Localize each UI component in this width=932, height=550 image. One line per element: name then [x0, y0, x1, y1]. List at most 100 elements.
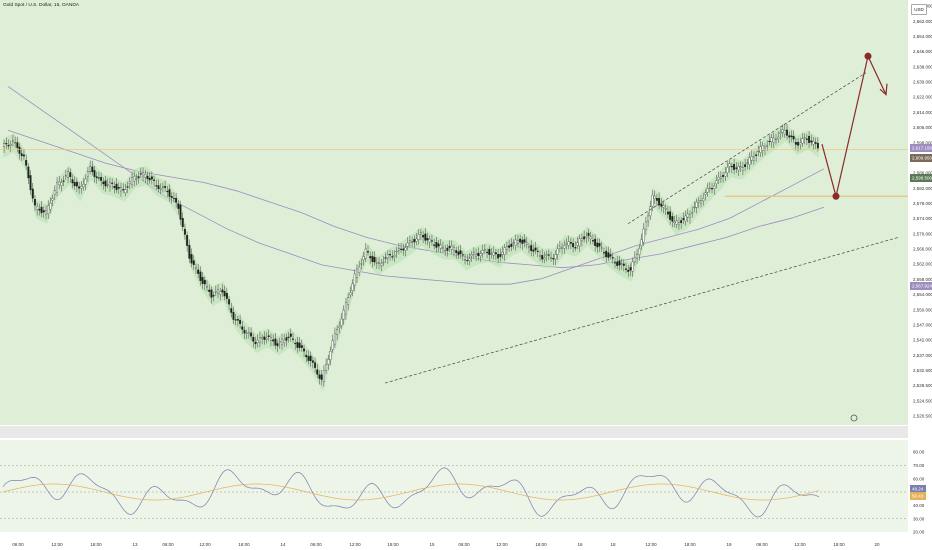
price-axis-label: 2,574.000: [913, 216, 932, 221]
candle-body: [203, 279, 206, 285]
candle-body: [378, 261, 380, 264]
candle-body: [523, 239, 526, 243]
candle-body: [781, 129, 784, 133]
candle-body: [591, 240, 594, 242]
candle-body: [380, 263, 383, 266]
candle-body: [466, 259, 469, 262]
candle-body: [16, 142, 19, 148]
candle-body: [395, 250, 398, 253]
currency-badge[interactable]: USD: [911, 4, 927, 15]
candle-body: [25, 160, 28, 166]
projection-arrow-path: [821, 54, 887, 197]
candle-body: [761, 145, 764, 151]
candle-body: [309, 355, 312, 362]
candle-body: [11, 140, 14, 142]
candle-body: [499, 254, 502, 257]
candle-body: [56, 182, 58, 193]
candle-body: [519, 238, 522, 243]
candle-body: [545, 254, 548, 256]
candle-body: [250, 332, 253, 337]
candle-body: [697, 200, 700, 203]
candle-body: [164, 186, 167, 188]
candle-body: [139, 173, 142, 175]
candle-body: [298, 342, 301, 348]
candle-body: [517, 240, 519, 244]
candle-body: [69, 172, 72, 178]
candle-body: [636, 253, 639, 259]
candle-body: [175, 198, 178, 203]
candle-body: [684, 215, 687, 222]
projection-arrowhead: [879, 83, 888, 96]
candle-body: [230, 308, 233, 313]
candle-body: [375, 262, 378, 264]
candle-body: [281, 338, 283, 345]
candle-body: [27, 166, 30, 179]
candle-body: [622, 263, 625, 266]
candle-body: [556, 248, 559, 255]
candle-body: [289, 333, 292, 337]
time-axis-label: 06:00: [756, 542, 768, 547]
candle-body: [382, 261, 385, 264]
candle-body: [647, 215, 650, 222]
candle-body: [212, 295, 215, 297]
time-axis-label: 06:00: [162, 542, 174, 547]
candle-body: [153, 179, 156, 181]
candle-body: [563, 245, 566, 249]
time-axis-label: 12:00: [349, 542, 361, 547]
candle-body: [653, 195, 656, 199]
candle-body: [336, 329, 339, 335]
candle-body: [322, 369, 325, 382]
candle-body: [695, 201, 698, 208]
price-axis-label: 2,520.500: [913, 414, 932, 419]
gear-icon[interactable]: [850, 414, 858, 422]
candle-body: [159, 188, 162, 190]
candle-body: [144, 174, 147, 178]
candle-body: [783, 130, 786, 135]
candle-body: [272, 339, 275, 342]
candle-body: [333, 333, 336, 345]
candle-body: [111, 182, 114, 184]
candle-body: [86, 171, 89, 177]
projection-high-point: [864, 52, 872, 60]
candle-body: [325, 364, 328, 371]
candle-body: [481, 250, 484, 254]
candle-body: [247, 332, 250, 335]
candle-body: [792, 136, 795, 140]
candle-body: [373, 257, 376, 263]
candle-body: [100, 177, 103, 181]
candle-body: [186, 235, 189, 246]
candle-body: [772, 137, 775, 143]
candle-body: [95, 176, 98, 179]
candle-body: [305, 354, 308, 358]
candle-body: [733, 164, 736, 170]
price-axis-label: 2,542.000: [913, 338, 932, 343]
candle-body: [307, 356, 310, 361]
candle-body: [5, 143, 8, 145]
candle-body: [263, 336, 266, 340]
candle-body: [525, 242, 528, 245]
candle-body: [300, 345, 303, 348]
candle-body: [155, 185, 158, 187]
candle-body: [47, 205, 50, 215]
candle-body: [611, 257, 614, 259]
candle-body: [329, 351, 332, 360]
time-axis-label: 14: [280, 542, 286, 547]
price-axis-label: 2,606.000: [913, 125, 932, 130]
candle-body: [393, 255, 396, 257]
candle-body: [344, 302, 347, 315]
candle-body: [236, 319, 239, 321]
candle-body: [596, 242, 599, 248]
candle-body: [358, 266, 361, 273]
candle-body: [353, 273, 356, 286]
candle-body: [547, 254, 550, 256]
candle-body: [338, 325, 341, 328]
candle-body: [691, 212, 694, 214]
candle-body: [137, 176, 140, 178]
candle-body: [364, 248, 367, 259]
candle-body: [31, 188, 34, 199]
candle-body: [505, 246, 508, 250]
price-axis-label: 2,654.000: [913, 34, 932, 39]
time-axis-label: 18:00: [238, 542, 250, 547]
price-axis-label: 2,630.000: [913, 80, 932, 85]
